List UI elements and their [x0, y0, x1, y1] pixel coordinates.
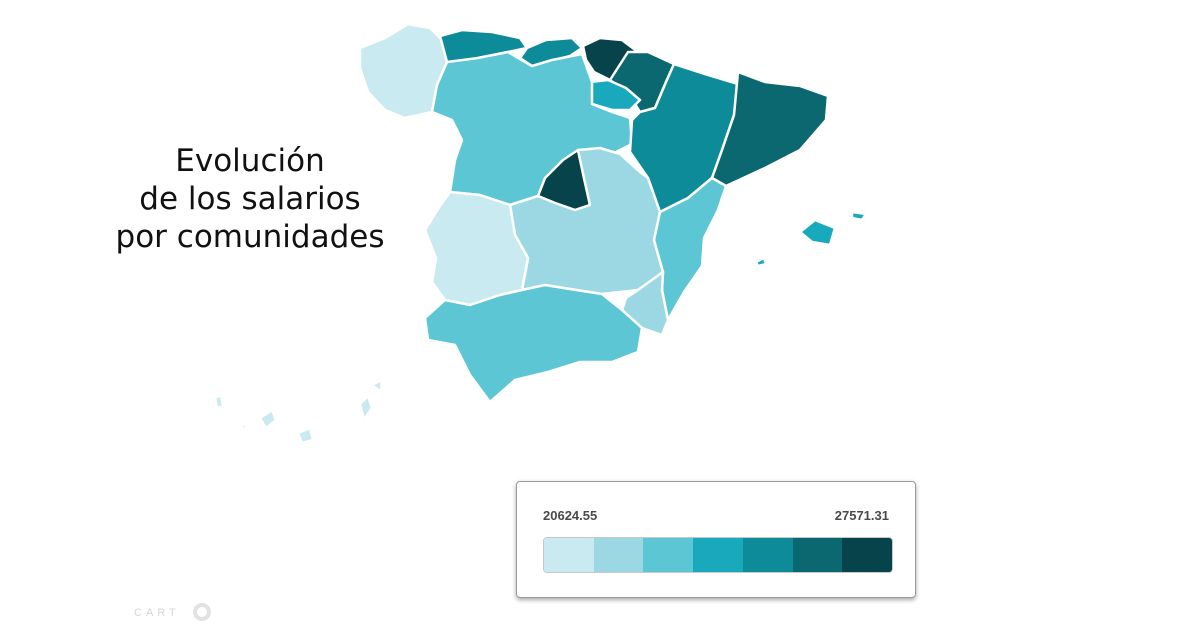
legend-swatch-6: [792, 538, 843, 572]
legend-swatch-3: [643, 538, 694, 572]
map-title-line-2: de los salarios: [139, 181, 361, 217]
region-andalucia[interactable]: [423, 283, 644, 404]
region-islas-canarias-2[interactable]: [258, 408, 278, 430]
legend-swatch-7: [842, 538, 892, 572]
legend-color-scale: [543, 537, 893, 573]
region-islas-canarias-3[interactable]: [296, 426, 315, 445]
legend-swatch-1: [544, 538, 594, 572]
map-title-line-3: por comunidades: [115, 219, 385, 255]
legend-swatch-2: [593, 538, 644, 572]
legend-min-value: 20624.55: [543, 508, 598, 523]
legend-swatch-4: [693, 538, 743, 572]
map-title: Evolución de los salarios por comunidade…: [60, 142, 440, 256]
region-islas-baleares-mallorca[interactable]: [798, 218, 837, 247]
region-islas-canarias-4[interactable]: [358, 394, 374, 422]
carto-logo: CART: [134, 607, 180, 619]
legend-swatch-5: [742, 538, 793, 572]
map-title-line-1: Evolución: [175, 143, 325, 179]
region-islas-baleares-menorca[interactable]: [850, 210, 868, 222]
legend-max-value: 27571.31: [834, 508, 889, 523]
carto-logo-ring-icon: [193, 603, 211, 621]
choropleth-legend: 20624.55 27571.31: [516, 481, 916, 598]
region-islas-baleares-ibiza[interactable]: [754, 256, 768, 268]
region-islas-canarias-6[interactable]: [238, 422, 248, 432]
spain-choropleth-map: [213, 22, 868, 445]
region-islas-canarias-5[interactable]: [370, 378, 384, 394]
region-cataluna[interactable]: [710, 70, 830, 188]
region-islas-canarias-1[interactable]: [213, 393, 225, 410]
